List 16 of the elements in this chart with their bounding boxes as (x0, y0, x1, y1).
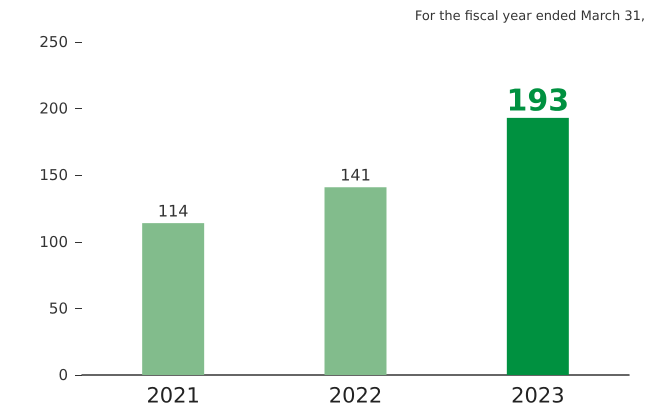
text: For the fiscal year ended March 31, (414, 9, 646, 24)
x-tick-label: 2022 (328, 384, 382, 408)
data-label: 193 (506, 83, 570, 118)
data-label: 114 (158, 202, 188, 221)
bar (142, 223, 204, 375)
x-tick-label: 2021 (146, 384, 200, 408)
y-tick-label: 100 (39, 232, 68, 251)
y-tick-label: 0 (58, 366, 68, 384)
data-label: 141 (340, 166, 371, 185)
y-tick-label: 50 (48, 299, 68, 318)
bar (506, 118, 569, 375)
y-tick-label: 150 (39, 166, 68, 184)
y-tick-label: 200 (39, 100, 68, 118)
bar (324, 187, 386, 375)
y-tick-label: 250 (39, 33, 68, 51)
x-tick-label: 2023 (511, 384, 565, 408)
